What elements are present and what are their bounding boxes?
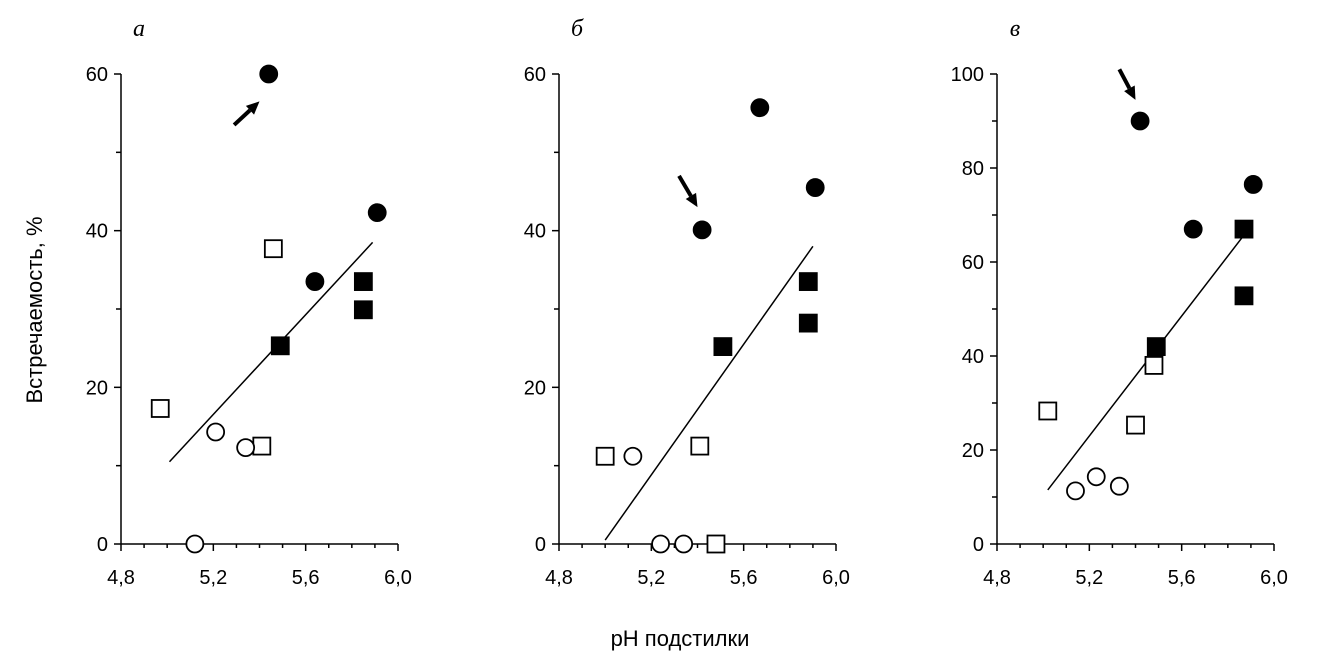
panel-a-x-tick-label: 5,6: [292, 567, 320, 589]
panel-c-y-tick-label: 100: [951, 64, 984, 86]
panel-c-x-tick-label: 6,0: [1260, 567, 1288, 589]
panel-b-point-filled-square: [798, 313, 818, 333]
panel-b-point-open-circle: [623, 446, 643, 466]
panel-c-y-tick-label: 20: [962, 440, 984, 462]
panel-c-point-open-circle: [1109, 476, 1129, 496]
panel-c-arrow-head: [1124, 85, 1136, 100]
panel-a-point-filled-square: [270, 336, 290, 356]
panel-b-y-tick-label: 60: [524, 64, 546, 86]
panel-c-point-open-square: [1144, 355, 1164, 375]
panel-a-point-open-square: [150, 399, 170, 418]
panel-b-point-filled-square: [713, 337, 733, 357]
panel-b-trend-line: [604, 245, 814, 541]
panel-b-point-filled-square: [798, 272, 818, 291]
panel-c-y-tick-label: 80: [962, 158, 984, 180]
panel-c-point-filled-square: [1146, 337, 1166, 357]
panel-a-point-filled-circle: [305, 272, 325, 291]
panel-c-x-tick-label: 5,6: [1168, 567, 1196, 589]
panel-a-x-tick-label: 6,0: [384, 567, 412, 589]
panel-b: б 0 20 40 60 4,8 5,2 5,6 6,0: [524, 16, 850, 589]
panel-a-y-tick-label: 20: [86, 377, 108, 399]
panel-b-x-tick-label: 6,0: [822, 567, 850, 589]
panel-b-point-open-circle: [674, 534, 694, 554]
panel-a-y-tick-label: 0: [97, 534, 108, 556]
panel-c-arrow: [1117, 68, 1132, 90]
panel-c-y-tick-label: 0: [973, 534, 984, 556]
panel-b-point-open-circle: [651, 534, 670, 554]
panel-a-point-open-circle: [206, 422, 226, 442]
panel-a-point-filled-square: [353, 300, 373, 320]
panel-c-y-tick-label: 40: [962, 346, 984, 368]
panel-a-point-open-circle: [236, 438, 256, 458]
panel-a-arrow-head: [245, 101, 260, 115]
x-axis-title: pH подстилки: [611, 626, 750, 651]
panel-c-x-tick-label: 4,8: [983, 567, 1011, 589]
panel-c-label: в: [1010, 16, 1020, 42]
panel-c-x-tick-label: 5,2: [1075, 567, 1103, 589]
panel-b-y-tick-label: 40: [524, 221, 546, 243]
panel-a-x-tick-label: 4,8: [107, 567, 135, 589]
panel-b-x-tick-label: 4,8: [545, 567, 573, 589]
panel-b-y-tick-label: 20: [524, 377, 546, 399]
panel-c-y-tick-label: 60: [962, 252, 984, 274]
panel-a-y-tick-label: 40: [86, 221, 108, 243]
panel-a-arrow: [232, 108, 252, 127]
panel-c-point-filled-circle: [1183, 219, 1203, 239]
panel-a-plot: 0 20 40 60 4,8 5,2 5,6 6,0: [86, 64, 412, 589]
panel-c-point-open-circle: [1086, 467, 1106, 487]
panel-c: в 0 20 40 60 80 100 4,8 5,2 5,6 6,0: [951, 16, 1288, 589]
panel-b-label: б: [571, 16, 584, 42]
panel-b-point-filled-circle: [692, 220, 712, 240]
panel-b-point-open-square: [595, 446, 615, 466]
panel-c-point-filled-circle: [1243, 175, 1263, 194]
panel-c-point-open-square: [1038, 401, 1058, 421]
panel-a-point-open-square: [263, 239, 283, 259]
panel-a-point-open-square: [252, 436, 272, 456]
panel-b-y-tick-label: 0: [535, 534, 546, 556]
y-axis-title: Встречаемость, %: [22, 216, 47, 403]
panel-b-plot: 0 20 40 60 4,8 5,2 5,6 6,0: [524, 64, 850, 589]
panel-a-point-open-circle: [185, 534, 205, 554]
panel-a-x-tick-label: 5,2: [199, 567, 227, 589]
panel-c-point-filled-circle: [1130, 111, 1150, 131]
panel-a-point-filled-circle: [259, 64, 279, 84]
panel-a: а 0 20 40 60 4,8 5,2 5,6 6,0: [86, 16, 412, 589]
panel-b-point-filled-circle: [750, 98, 770, 118]
panel-a-point-filled-square: [353, 272, 373, 291]
panel-b-x-tick-label: 5,2: [637, 567, 665, 589]
panel-a-point-filled-circle: [367, 203, 387, 223]
panel-b-point-open-square: [706, 534, 726, 554]
panel-c-point-open-square: [1126, 415, 1145, 435]
panel-b-x-tick-label: 5,6: [730, 567, 758, 589]
panel-c-plot: 0 20 40 60 80 100 4,8 5,2 5,6 6,0: [951, 64, 1288, 589]
panel-a-y-tick-label: 60: [86, 64, 108, 86]
panel-c-point-filled-square: [1234, 219, 1254, 239]
panel-b-arrow: [677, 174, 693, 197]
panel-b-point-filled-circle: [805, 178, 825, 197]
panel-c-point-filled-square: [1234, 286, 1254, 306]
panel-c-point-open-circle: [1066, 481, 1085, 501]
panel-b-point-open-square: [690, 436, 710, 456]
panel-a-label: а: [133, 16, 145, 42]
panel-b-arrow-head: [685, 192, 698, 208]
